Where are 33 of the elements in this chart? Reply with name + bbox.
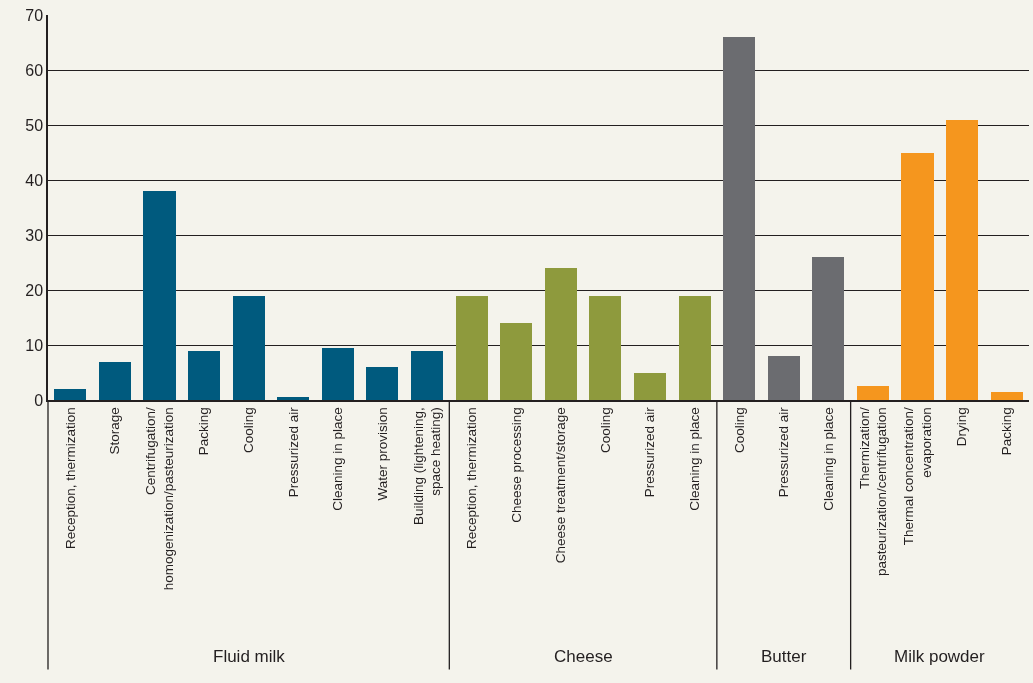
y-tick-label: 40	[25, 171, 44, 189]
x-tick-label: Pressurized air	[285, 406, 301, 498]
y-tick-label: 50	[25, 116, 44, 134]
y-tick-label: 10	[25, 336, 44, 354]
x-tick-label: Cleaning in place	[330, 407, 346, 511]
x-tick-label: Pressurized air	[776, 406, 792, 498]
x-tick-label: Reception, thermization	[464, 407, 479, 549]
x-tick-label: Cheese treatment/storage	[553, 407, 569, 564]
x-tick-label: Cheese processing	[508, 407, 524, 523]
y-tick-label: 30	[25, 226, 44, 244]
x-tick-label: Thermization/ pasteurization/centrifugation	[856, 406, 890, 577]
text: Fluid milk	[213, 647, 286, 666]
text: Butter	[761, 647, 807, 666]
x-tick-label: Cleaning in place	[820, 407, 836, 511]
y-tick-label: 70	[25, 6, 44, 24]
x-tick-label: Reception, thermization	[62, 407, 78, 549]
x-tick-label: Storage	[107, 407, 123, 455]
text: Cheese	[554, 647, 613, 666]
x-tick-label: Cleaning in place	[686, 407, 702, 511]
x-tick-label: Building (lightening, space heating)	[410, 407, 444, 525]
x-tick-label: Centrifugation/ homogenization/pasteurization	[143, 406, 176, 591]
y-tick-label: 20	[25, 281, 44, 299]
x-tick-label: Drying	[954, 407, 970, 447]
text: Milk powder	[894, 647, 986, 666]
x-tick-label: Water provision	[374, 407, 390, 501]
y-tick-label: 0	[34, 391, 44, 409]
x-tick-label: Cooling	[241, 407, 257, 453]
x-tick-label: Packing	[196, 407, 212, 456]
y-tick-label: 60	[25, 61, 44, 79]
x-tick-label: Pressurized air	[642, 406, 658, 498]
x-tick-label: Cooling	[731, 407, 747, 453]
x-tick-label: Packing	[999, 407, 1015, 456]
x-tick-label: Cooling	[597, 407, 613, 453]
